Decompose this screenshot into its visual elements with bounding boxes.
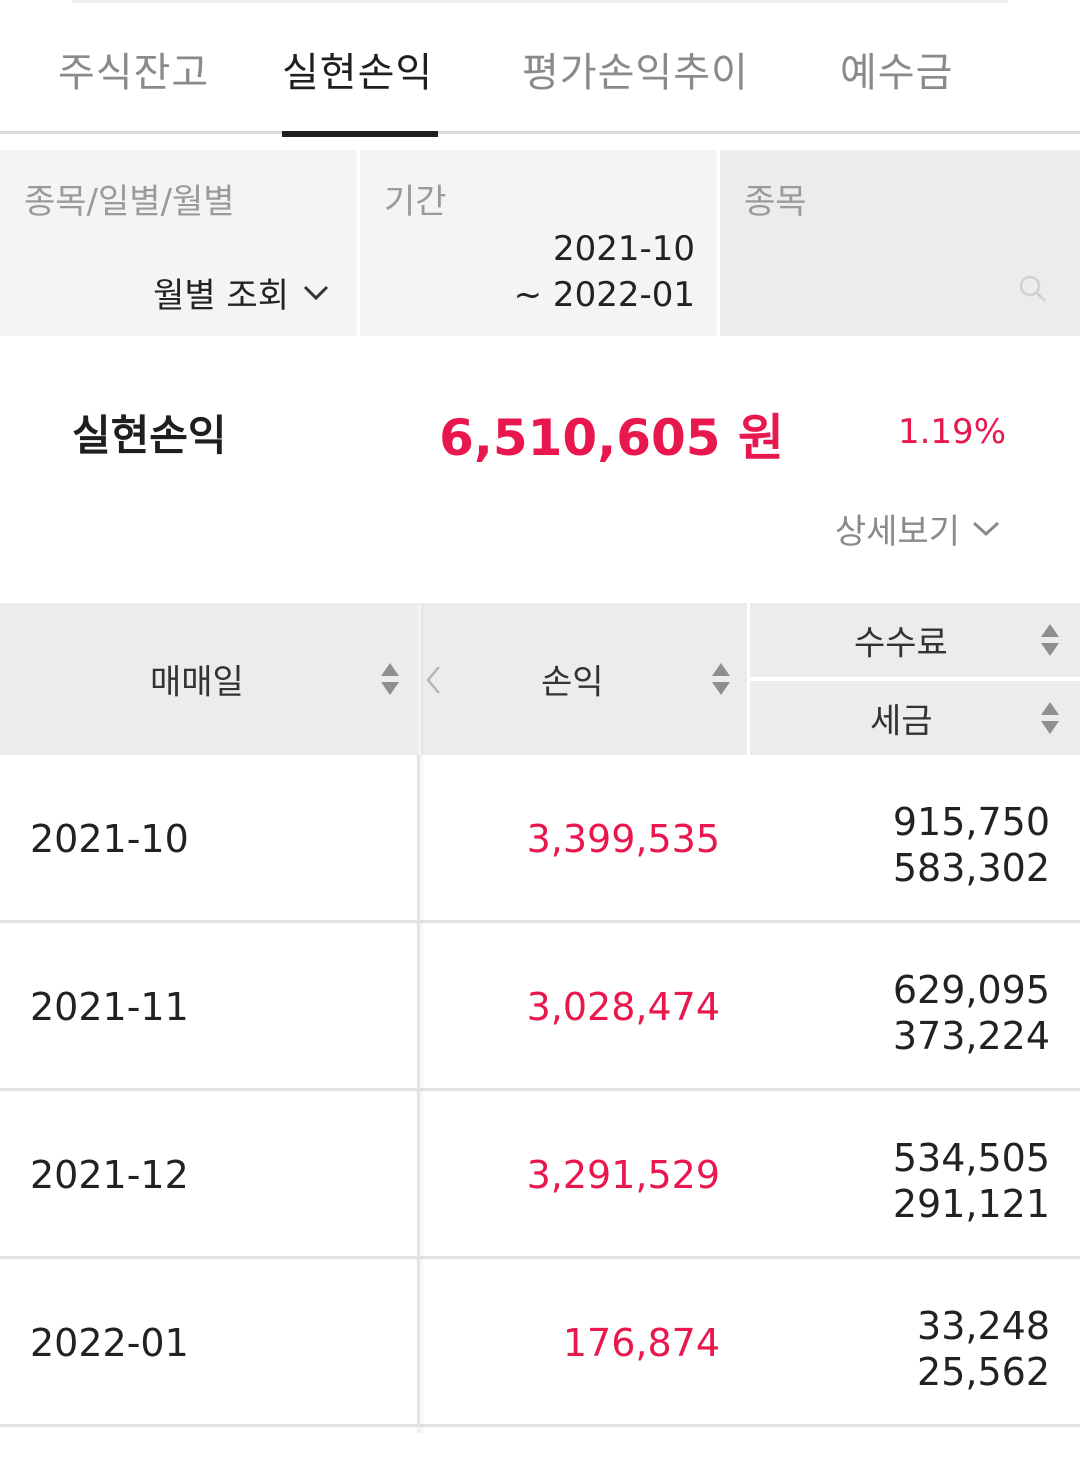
tab-label: 주식잔고 — [58, 50, 210, 96]
tab-stock-balance[interactable]: 주식잔고 — [58, 40, 209, 134]
table-row[interactable]: 2021-11 3,028,474 629,095 373,224 — [0, 923, 1080, 1091]
chevron-down-icon — [972, 521, 1000, 536]
query-type-select[interactable]: 종목/일별/월별 월별 조회 — [0, 150, 357, 336]
period-label: 기간 — [384, 182, 447, 222]
cell-tax: 291,121 — [892, 1182, 1050, 1226]
detail-toggle-button[interactable]: 상세보기 — [835, 504, 1000, 553]
summary-title: 실현손익 — [72, 411, 227, 460]
cell-fee: 33,248 — [917, 1304, 1050, 1348]
column-header-trade-date[interactable]: 매매일 — [0, 603, 417, 755]
table-row[interactable]: 2022-01 176,874 33,248 25,562 — [0, 1259, 1080, 1427]
chevron-down-icon — [303, 285, 329, 300]
cell-profit-loss: 3,028,474 — [526, 985, 720, 1029]
cell-tax: 373,224 — [892, 1014, 1050, 1058]
period-to: ~ 2022-01 — [513, 275, 695, 315]
query-type-value: 월별 조회 — [153, 276, 289, 316]
sort-icon[interactable] — [380, 661, 400, 697]
tab-label: 평가손익추이 — [522, 50, 749, 96]
column-divider — [417, 923, 420, 1091]
sort-icon[interactable] — [1040, 700, 1060, 736]
cell-profit-loss: 176,874 — [562, 1321, 720, 1365]
cell-trade-date: 2022-01 — [30, 1321, 189, 1365]
column-header-profit-loss[interactable]: 손익 — [421, 603, 747, 755]
column-header-fee[interactable]: 수수료 — [750, 603, 1080, 677]
column-header-label: 세금 — [870, 701, 933, 742]
cell-fee: 534,505 — [892, 1136, 1050, 1180]
tab-label: 실현손익 — [282, 50, 434, 96]
cell-fee: 915,750 — [892, 800, 1050, 844]
realized-pl-rate: 1.19% — [897, 412, 1006, 452]
cell-profit-loss: 3,291,529 — [526, 1153, 720, 1197]
column-header-label: 수수료 — [854, 623, 948, 664]
frozen-column-shadow — [417, 603, 425, 1433]
cell-trade-date: 2021-12 — [30, 1153, 189, 1197]
sort-icon[interactable] — [711, 661, 731, 697]
table-row[interactable]: 2021-12 3,291,529 534,505 291,121 — [0, 1091, 1080, 1259]
column-divider — [417, 1091, 420, 1259]
top-strip — [72, 0, 1008, 3]
period-from: 2021-10 — [552, 229, 695, 269]
tab-deposit[interactable]: 예수금 — [840, 40, 953, 134]
cell-profit-loss: 3,399,535 — [526, 817, 720, 861]
column-divider — [417, 755, 420, 923]
cell-tax: 25,562 — [917, 1350, 1050, 1394]
column-divider — [417, 1259, 420, 1427]
sort-icon[interactable] — [1040, 622, 1060, 658]
query-type-value-wrap[interactable]: 월별 조회 — [153, 268, 329, 317]
realized-pl-amount: 6,510,605 원 — [439, 409, 784, 467]
column-header-tax[interactable]: 세금 — [750, 681, 1080, 755]
stock-search-field[interactable]: 종목 — [720, 150, 1080, 336]
chevron-left-icon[interactable] — [425, 665, 441, 695]
tab-valuation-trend[interactable]: 평가손익추이 — [522, 40, 749, 134]
period-value[interactable]: 2021-10 ~ 2022-01 — [514, 226, 695, 318]
realized-pl-table: 매매일 손익 수수료 세금 2021-10 3,399,535 9 — [0, 603, 1080, 1433]
column-header-label: 손익 — [541, 662, 604, 703]
search-icon[interactable] — [1018, 274, 1048, 304]
table-row[interactable]: 2021-10 3,399,535 915,750 583,302 — [0, 755, 1080, 923]
period-picker[interactable]: 기간 2021-10 ~ 2022-01 — [360, 150, 717, 336]
filter-bar: 종목/일별/월별 월별 조회 기간 2021-10 ~ 2022-01 종목 — [0, 150, 1080, 336]
tab-label: 예수금 — [840, 50, 954, 96]
detail-toggle-label: 상세보기 — [834, 512, 960, 552]
stock-label: 종목 — [744, 182, 807, 222]
cell-fee: 629,095 — [892, 968, 1050, 1012]
tab-underline — [282, 131, 438, 137]
query-type-label: 종목/일별/월별 — [24, 182, 235, 222]
tab-bar: 주식잔고 실현손익 평가손익추이 예수금 — [0, 0, 1080, 137]
cell-trade-date: 2021-10 — [30, 817, 189, 861]
cell-trade-date: 2021-11 — [30, 985, 189, 1029]
tab-realized-pl[interactable]: 실현손익 — [282, 40, 438, 137]
column-header-label: 매매일 — [150, 662, 244, 703]
cell-tax: 583,302 — [892, 846, 1050, 890]
